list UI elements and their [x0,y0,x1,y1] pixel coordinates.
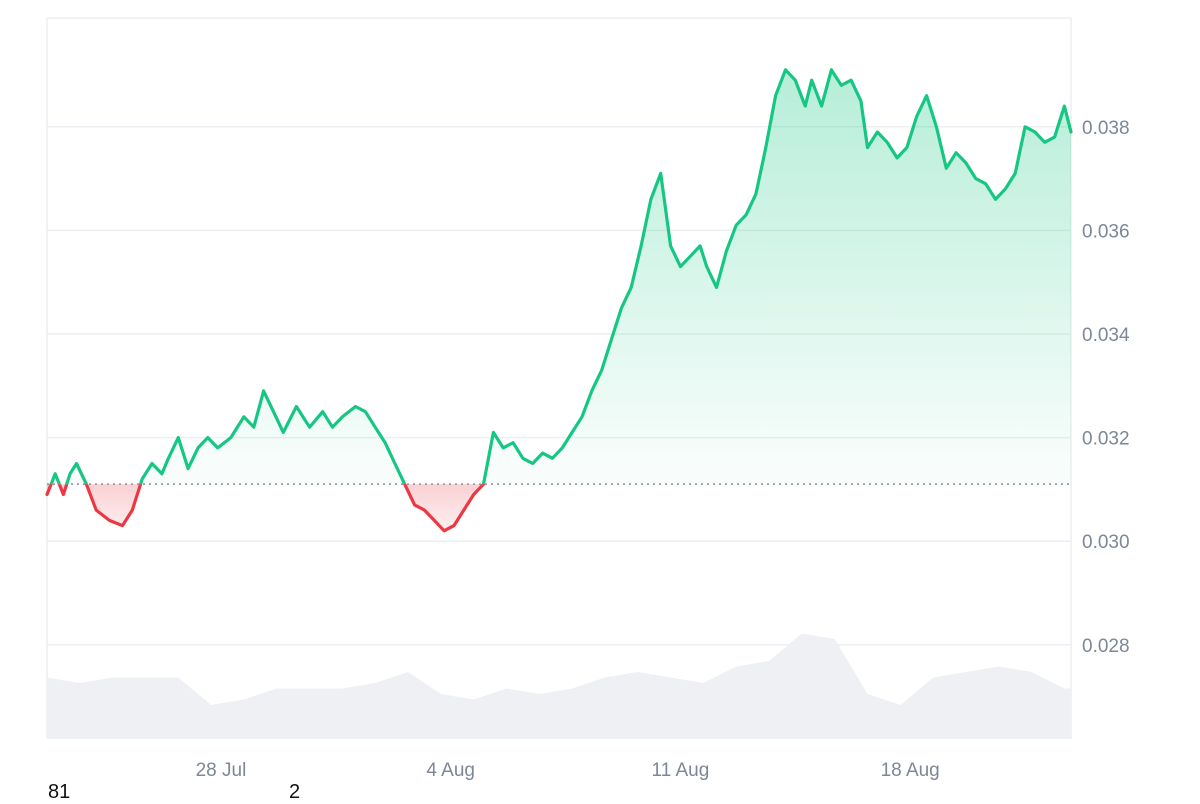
y-tick-label: 0.036 [1082,221,1130,242]
price-area-above-baseline [47,69,1071,485]
x-tick-label: 4 Aug [426,760,475,781]
price-line-above-baseline [49,68,1073,485]
y-tick-label: 0.030 [1082,532,1130,553]
x-tick-label: 11 Aug [652,760,710,781]
y-tick-label: 0.032 [1082,429,1130,450]
y-tick-label: 0.028 [1082,636,1130,657]
stray-label-middle: 2 [289,781,301,803]
y-axis: 0.038 0.036 0.034 0.032 0.030 0.028 [1082,118,1130,657]
y-tick-label: 0.034 [1082,325,1130,346]
x-axis: 28 Jul 4 Aug 11 Aug 18 Aug [196,760,940,781]
x-tick-label: 18 Aug [881,760,940,781]
y-tick-label: 0.038 [1082,118,1130,139]
stray-label-left: 81 [48,781,71,803]
volume-area [47,633,1071,738]
x-tick-label: 28 Jul [196,760,247,781]
